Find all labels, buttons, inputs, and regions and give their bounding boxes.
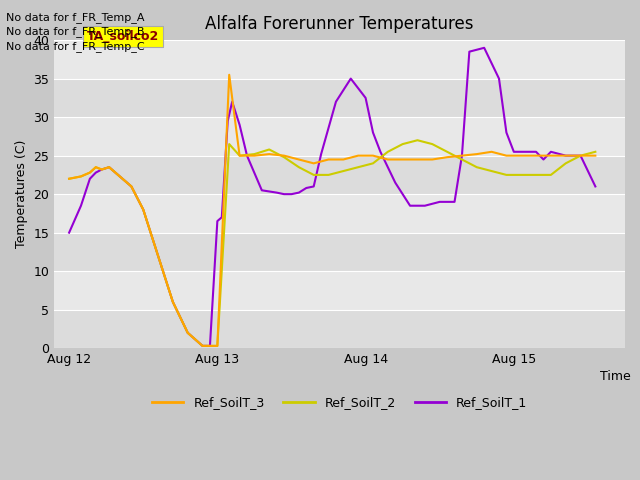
Text: TA_soilco2: TA_soilco2 [87,30,159,43]
Title: Alfalfa Forerunner Temperatures: Alfalfa Forerunner Temperatures [205,15,474,33]
Bar [54,79,625,117]
Text: No data for f_FR_Temp_B: No data for f_FR_Temp_B [6,26,145,37]
Legend: Ref_SoilT_3, Ref_SoilT_2, Ref_SoilT_1: Ref_SoilT_3, Ref_SoilT_2, Ref_SoilT_1 [147,391,532,414]
Bar [54,40,625,79]
Bar [54,194,625,233]
Bar [54,310,625,348]
Bar [54,233,625,271]
Bar [54,271,625,310]
X-axis label: Time: Time [600,370,630,383]
Bar [54,156,625,194]
Bar [54,117,625,156]
Text: No data for f_FR_Temp_C: No data for f_FR_Temp_C [6,41,145,52]
Text: No data for f_FR_Temp_A: No data for f_FR_Temp_A [6,12,145,23]
Y-axis label: Temperatures (C): Temperatures (C) [15,140,28,248]
